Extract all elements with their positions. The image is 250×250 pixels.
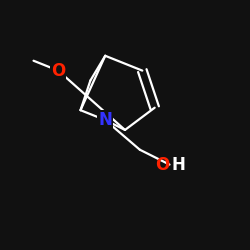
Text: N: N: [98, 111, 112, 129]
Text: H: H: [172, 156, 186, 174]
Text: O: O: [51, 62, 66, 80]
Text: O: O: [155, 156, 170, 174]
